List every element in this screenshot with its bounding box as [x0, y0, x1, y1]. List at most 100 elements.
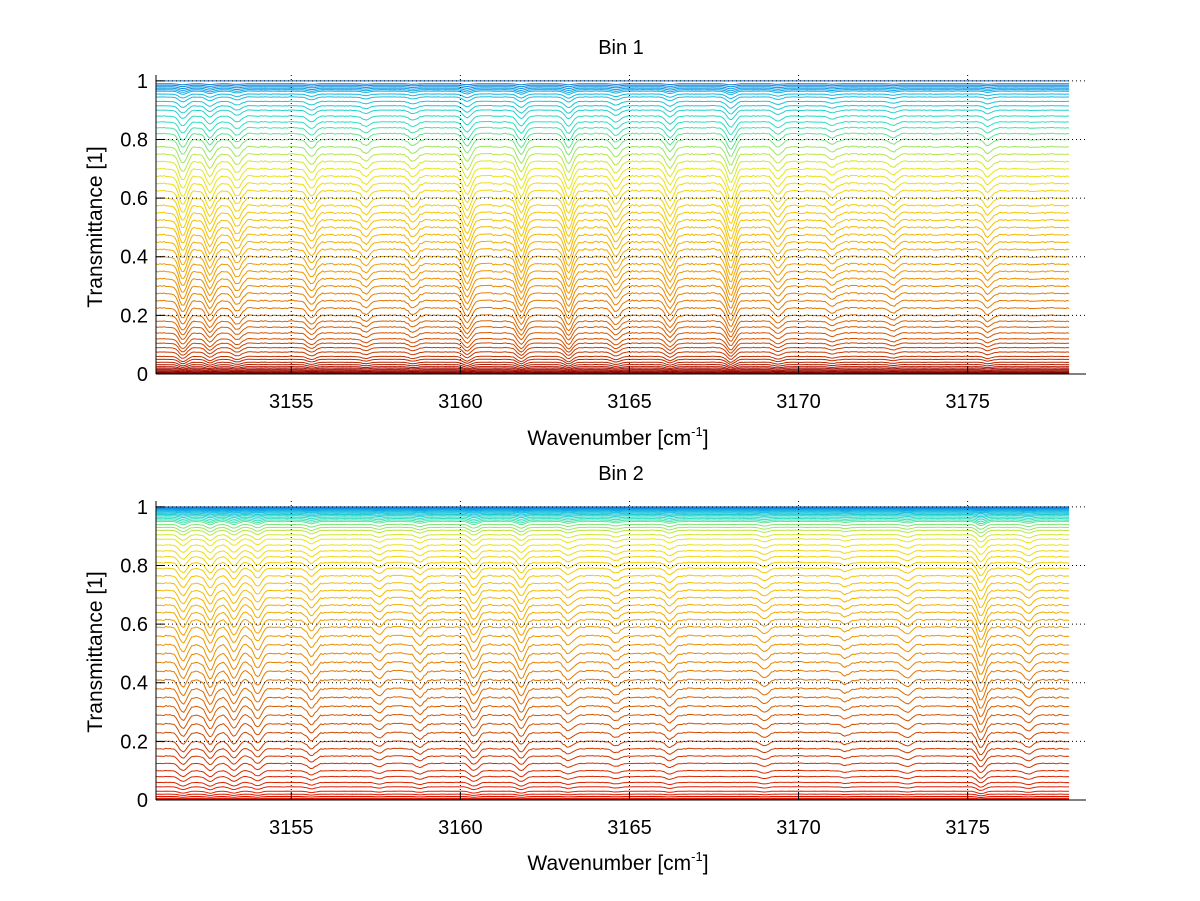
- series-line: [155, 361, 1070, 367]
- series-line: [155, 775, 1070, 784]
- series-line: [155, 769, 1070, 779]
- series-line: [155, 351, 1070, 360]
- series-line: [155, 299, 1070, 321]
- series-line: [156, 370, 1070, 373]
- series-line: [155, 109, 1070, 121]
- series-line: [155, 634, 1070, 657]
- series-line: [156, 369, 1070, 372]
- series-line: [155, 567, 1070, 583]
- x-tick-label: 3170: [776, 817, 821, 839]
- series-line: [155, 331, 1070, 347]
- series-line: [155, 189, 1070, 216]
- series-line: [155, 512, 1070, 516]
- series-line: [155, 145, 1070, 166]
- y-tick-labels: 0 0.2 0.4 0.6 0.8 1: [120, 497, 148, 812]
- series-line: [155, 86, 1070, 90]
- series-line: [155, 755, 1070, 768]
- x-tick-label: 3165: [607, 391, 652, 413]
- series-line: [155, 366, 1070, 370]
- series-line: [155, 240, 1070, 269]
- series-line: [155, 526, 1070, 534]
- y-axis-label: Transmittance [1]: [84, 146, 107, 307]
- series-line: [155, 516, 1070, 521]
- chart-title: Bin 1: [598, 37, 644, 59]
- series-line: [155, 618, 1070, 640]
- series-line: [155, 781, 1070, 788]
- series-line: [155, 104, 1070, 115]
- series-line: [155, 90, 1070, 96]
- y-axis-label: Transmittance [1]: [84, 571, 107, 732]
- series-line: [155, 100, 1070, 109]
- series-line: [155, 643, 1070, 666]
- series-line: [155, 355, 1070, 363]
- x-axis-label-end: ]: [703, 852, 709, 875]
- series-lines: [155, 80, 1070, 375]
- series-line: [155, 152, 1070, 175]
- series-line: [155, 611, 1070, 633]
- series-line: [155, 262, 1070, 290]
- series-line: [155, 519, 1070, 525]
- series-line: [155, 533, 1070, 543]
- y-tick-label: 0.8: [120, 129, 148, 151]
- series-line: [155, 233, 1070, 262]
- y-tick-label: 1: [137, 71, 148, 93]
- series-line: [155, 523, 1070, 530]
- series-line: [155, 96, 1070, 103]
- series-line: [155, 126, 1070, 143]
- series-line: [155, 342, 1070, 354]
- series-line: [155, 549, 1070, 562]
- series-line: [155, 337, 1070, 351]
- series-line: [155, 284, 1070, 309]
- series-line: [156, 508, 1070, 511]
- series-line: [156, 795, 1070, 798]
- x-axis-label-superscript: -1: [691, 424, 703, 439]
- series-line: [155, 797, 1070, 800]
- series-line: [155, 687, 1070, 709]
- series-line: [155, 696, 1070, 717]
- y-tick-label: 0.6: [120, 188, 148, 210]
- x-tick-label: 3155: [269, 817, 314, 839]
- series-line: [156, 509, 1070, 512]
- series-line: [155, 660, 1070, 684]
- y-tick-label: 0.6: [120, 614, 148, 636]
- series-line: [155, 747, 1070, 762]
- series-line: [155, 160, 1070, 183]
- x-axis-label: Wavenumber [cm-1]: [527, 424, 708, 450]
- series-line: [155, 320, 1070, 338]
- x-tick-label: 3155: [269, 391, 314, 413]
- series-line: [156, 87, 1070, 92]
- x-axis-label-text: Wavenumber [cm: [527, 852, 691, 875]
- series-line: [155, 218, 1070, 247]
- series-line: [155, 529, 1070, 537]
- y-tick-label: 0.4: [120, 673, 148, 695]
- series-line: [155, 346, 1070, 357]
- series-line: [155, 84, 1070, 88]
- series-line: [155, 790, 1070, 795]
- series-line: [155, 669, 1070, 692]
- series-line: [155, 555, 1070, 569]
- y-tick-labels: 0 0.2 0.4 0.6 0.8 1: [120, 71, 148, 386]
- series-line: [155, 704, 1070, 725]
- series-line: [155, 211, 1070, 240]
- series-line: [155, 247, 1070, 276]
- series-line: [155, 269, 1070, 296]
- series-line: [155, 277, 1070, 303]
- series-line: [155, 596, 1070, 617]
- x-tick-labels: 3155 3160 3165 3170 3175: [269, 391, 990, 413]
- series-line: [155, 225, 1070, 255]
- series-line: [155, 515, 1070, 519]
- series-line: [155, 371, 1070, 373]
- axes-frame: [155, 501, 1086, 801]
- y-tick-label: 0: [137, 364, 148, 386]
- x-axis-label-superscript: -1: [691, 849, 703, 864]
- series-line: [155, 120, 1070, 136]
- y-tick-label: 0: [137, 790, 148, 812]
- axes-frame: [155, 75, 1086, 375]
- series-line: [155, 731, 1070, 748]
- x-tick-labels: 3155 3160 3165 3170 3175: [269, 817, 990, 839]
- y-tick-label: 0.2: [120, 731, 148, 753]
- series-line: [155, 713, 1070, 733]
- chart-bin-1: Bin 1 0 0.2 0.4 0.6 0.8 1 3155 3160 3165 3170 317…: [84, 37, 1086, 450]
- series-line: [155, 513, 1070, 518]
